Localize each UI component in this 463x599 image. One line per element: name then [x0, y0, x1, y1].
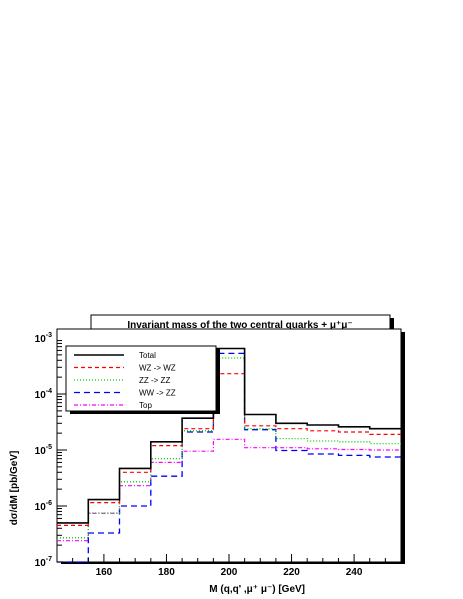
- legend: Total WZ -> WZ ZZ -> ZZ WW -> ZZ Top: [65, 345, 220, 414]
- legend-label: Total: [139, 351, 156, 360]
- x-axis-title: M (q,q' ,μ⁺ μ⁻) [GeV]: [209, 584, 305, 595]
- chart-title: Invariant mass of the two central quarks…: [127, 320, 352, 331]
- series-layer: [57, 347, 401, 563]
- y-tick-label: 10-7: [35, 556, 52, 569]
- legend-label: ZZ -> ZZ: [139, 376, 170, 385]
- series-line-total: [57, 347, 401, 524]
- legend-label: WZ -> WZ: [139, 364, 176, 373]
- series-line-ww-zz: [57, 352, 401, 563]
- x-tick-label: 220: [283, 567, 300, 578]
- y-tick-label: 10-3: [35, 332, 52, 345]
- y-axis-title: dσ/dM [pb/GeV]: [9, 451, 20, 526]
- y-tick-label: 10-6: [35, 500, 52, 513]
- legend-label: WW -> ZZ: [139, 389, 176, 398]
- x-tick-label: 160: [96, 567, 113, 578]
- x-tick-label: 180: [158, 567, 175, 578]
- axis-layer: 160 180 200 220 240 10-7 10-6 10-5 10-4 10-3: [35, 332, 402, 578]
- x-tick-label: 240: [346, 567, 363, 578]
- legend-label: Top: [139, 401, 152, 410]
- plot-frame: [56, 328, 402, 563]
- y-tick-label: 10-5: [35, 444, 52, 457]
- y-tick-label: 10-4: [35, 388, 52, 401]
- x-tick-label: 200: [221, 567, 238, 578]
